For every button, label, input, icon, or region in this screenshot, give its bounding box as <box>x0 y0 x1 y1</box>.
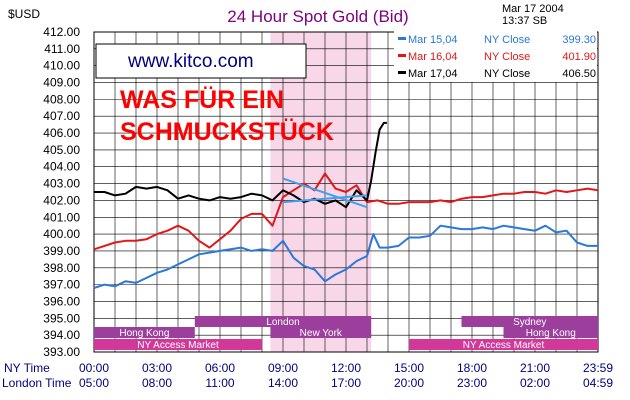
legend-close-label: NY Close <box>484 34 530 46</box>
y-tick-label: 393.00 <box>43 345 80 359</box>
y-tick-label: 408.00 <box>43 92 80 106</box>
x-tick-ny: 15:00 <box>394 361 424 375</box>
y-tick-label: 404.00 <box>43 160 80 174</box>
y-tick-label: 394.00 <box>43 328 80 342</box>
session-bar <box>503 327 598 338</box>
legend-close-value: 401.90 <box>562 51 596 63</box>
session-bar <box>194 316 372 327</box>
y-tick-label: 406.00 <box>43 126 80 140</box>
x-tick-london: 08:00 <box>142 376 172 390</box>
legend-swatch <box>398 71 406 74</box>
x-tick-london: 17:00 <box>331 376 361 390</box>
session-bar <box>270 327 372 338</box>
annotation-line-2: SCHMUCKSTÜCK <box>120 117 334 146</box>
london-time-row-label: London Time <box>2 376 72 390</box>
y-axis-ticks: 412.00 411.00 410.00 409.00 408.00 407.00 406.… <box>43 25 80 359</box>
chart-time: 13:37 SB <box>502 15 547 27</box>
session-label: NY Access Market <box>137 340 219 351</box>
y-tick-label: 396.00 <box>43 294 80 308</box>
legend-series-name: Mar 17,04 <box>408 68 458 80</box>
x-tick-london: 05:00 <box>79 376 109 390</box>
series-layer <box>93 121 599 289</box>
watermark-text: www.kitco.com <box>127 51 254 72</box>
y-tick-label: 399.00 <box>43 244 80 258</box>
legend-series-name: Mar 15,04 <box>408 34 458 46</box>
y-tick-label: 395.00 <box>43 311 80 325</box>
x-tick-london: 04:59 <box>583 376 613 390</box>
y-tick-label: 401.00 <box>43 210 80 224</box>
session-label: NY Access Market <box>463 340 545 351</box>
y-tick-label: 403.00 <box>43 177 80 191</box>
series-line-3 <box>94 121 387 209</box>
trendline <box>282 177 368 209</box>
x-tick-ny: 18:00 <box>457 361 487 375</box>
legend-swatch <box>398 37 406 40</box>
session-label: Sydney <box>513 317 546 328</box>
legend-close-value: 399.30 <box>562 34 596 46</box>
series-line-1 <box>93 224 598 289</box>
session-label: London <box>266 317 299 328</box>
session-bar <box>409 339 598 350</box>
legend-items: Mar 15,04 NY Close 399.30 Mar 16,04 NY Close… <box>398 34 596 80</box>
session-label: Hong Kong <box>119 328 169 339</box>
y-tick-label: 405.00 <box>43 143 80 157</box>
legend-series-name: Mar 16,04 <box>408 51 458 63</box>
y-tick-label: 412.00 <box>43 25 80 39</box>
y-tick-label: 410.00 <box>43 59 80 73</box>
y-tick-label: 398.00 <box>43 261 80 275</box>
x-tick-ny: 06:00 <box>205 361 235 375</box>
y-tick-label: 402.00 <box>43 193 80 207</box>
y-tick-label: 407.00 <box>43 109 80 123</box>
legend-close-label: NY Close <box>484 68 530 80</box>
legend-close-value: 406.50 <box>562 68 596 80</box>
x-tick-london: 11:00 <box>205 376 234 390</box>
x-tick-london: 14:00 <box>268 376 298 390</box>
chart-date: Mar 17 2004 <box>502 3 564 15</box>
session-label: New York <box>300 328 343 339</box>
legend-background <box>394 30 597 82</box>
session-bar <box>461 316 598 327</box>
trendline-layer <box>282 177 368 209</box>
ny-time-row-label: NY Time <box>4 361 50 375</box>
y-tick-label: 400.00 <box>43 227 80 241</box>
session-label: Hong Kong <box>526 328 576 339</box>
chart-title: 24 Hour Spot Gold (Bid) <box>227 7 408 26</box>
legend: Mar 15,04 NY Close 399.30 Mar 16,04 NY Close… <box>394 30 597 82</box>
x-tick-ny: 12:00 <box>331 361 361 375</box>
x-tick-london: 23:00 <box>457 376 487 390</box>
x-tick-ny: 09:00 <box>268 361 298 375</box>
y-tick-label: 409.00 <box>43 76 80 90</box>
annotation-line-1: WAS FÜR EIN <box>120 85 284 114</box>
watermark-frame <box>95 43 307 79</box>
x-tick-ny: 00:00 <box>79 361 109 375</box>
watermark-box: www.kitco.com <box>95 43 307 79</box>
trendline <box>282 194 368 204</box>
session-bar <box>94 327 195 338</box>
x-tick-ny: 03:00 <box>142 361 172 375</box>
legend-swatch <box>398 54 406 57</box>
legend-close-label: NY Close <box>484 51 530 63</box>
y-tick-label: 411.00 <box>44 42 80 56</box>
y-axis-unit: $USD <box>8 7 40 21</box>
series-line-2 <box>93 172 599 251</box>
session-bar <box>94 339 262 350</box>
y-tick-label: 397.00 <box>43 278 80 292</box>
x-tick-london: 02:00 <box>520 376 550 390</box>
x-tick-ny: 21:00 <box>520 361 550 375</box>
x-tick-london: 20:00 <box>394 376 424 390</box>
x-tick-ny: 23:59 <box>583 361 613 375</box>
